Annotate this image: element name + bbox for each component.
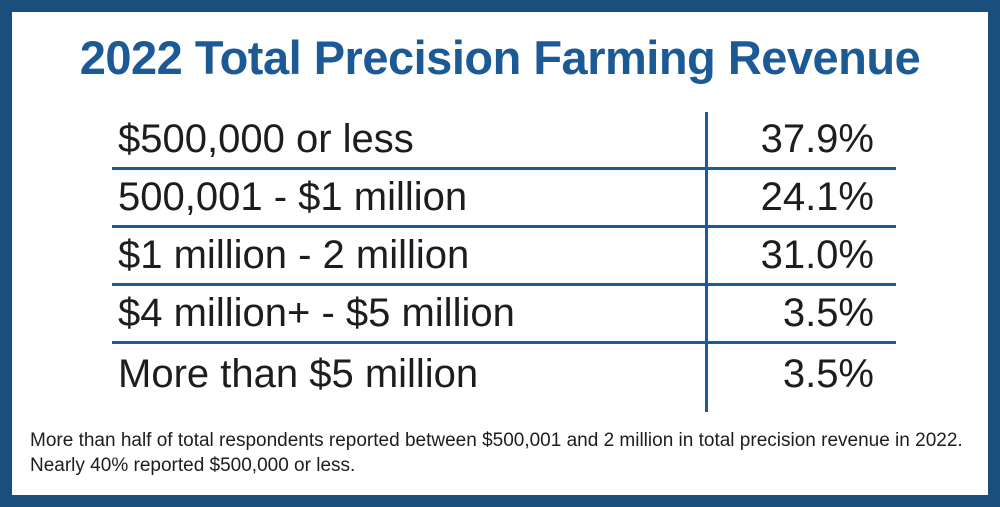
row-value: 3.5% — [782, 291, 874, 335]
table-row: More than $5 million 3.5% — [112, 344, 896, 402]
row-value: 37.9% — [760, 117, 874, 161]
row-label: $500,000 or less — [118, 117, 414, 161]
chart-title: 2022 Total Precision Farming Revenue — [79, 31, 921, 84]
table-row: $1 million - 2 million 31.0% — [112, 228, 896, 286]
footnote: More than half of total respondents repo… — [30, 430, 963, 476]
row-value: 31.0% — [760, 233, 874, 277]
table-row: $500,000 or less 37.9% — [112, 112, 896, 170]
row-value: 24.1% — [760, 175, 874, 219]
row-value: 3.5% — [782, 352, 874, 396]
revenue-table: $500,000 or less 37.9% 500,001 - $1 mill… — [112, 112, 896, 402]
row-label: $1 million - 2 million — [118, 233, 470, 277]
row-label: 500,001 - $1 million — [118, 175, 468, 219]
table-row: 500,001 - $1 million 24.1% — [112, 170, 896, 228]
table-row: $4 million+ - $5 million 3.5% — [112, 286, 896, 344]
row-label: More than $5 million — [118, 352, 479, 396]
row-label: $4 million+ - $5 million — [118, 291, 515, 335]
column-divider — [705, 112, 708, 412]
